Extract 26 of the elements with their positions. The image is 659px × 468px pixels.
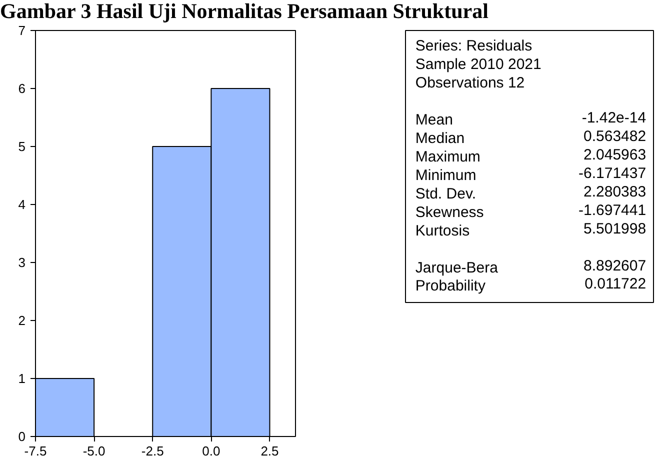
x-tick-label: -7.5 [24, 444, 47, 458]
chart-title: Gambar 3 Hasil Uji Normalitas Persamaan Struktural [0, 0, 488, 23]
text: Probability 0.011722 [415, 276, 646, 295]
text: Minimum -6.171437 [415, 164, 646, 184]
y-tick-label: 7 [18, 23, 26, 38]
text: Mean -1.42e-14 [415, 109, 646, 128]
x-tick-label: 2.5 [260, 444, 279, 458]
text: Maximum 2.045963 [415, 146, 646, 166]
text: Kurtosis 5.501998 [415, 220, 646, 240]
y-tick-label: 0 [18, 429, 26, 444]
y-tick-label: 2 [18, 313, 26, 328]
text: Std. Dev. 2.280383 [415, 183, 646, 202]
x-tick-label: -2.5 [141, 444, 164, 458]
y-tick-label: 3 [18, 255, 26, 270]
text: Series: Residuals [415, 37, 532, 54]
y-tick-label: 6 [18, 81, 26, 96]
text: Observations 12 [415, 74, 525, 92]
y-tick-label: 5 [18, 139, 26, 154]
x-tick-label: 0.0 [202, 444, 220, 458]
text: Skewness -1.697441 [415, 202, 646, 221]
text: Jarque-Bera 8.892607 [415, 257, 646, 276]
text: Median 0.563482 [415, 128, 646, 147]
y-tick-label: 4 [18, 197, 26, 212]
text: Sample 2010 2021 [415, 56, 542, 73]
x-tick-label: -5.0 [82, 444, 106, 458]
y-tick-label: 1 [18, 371, 26, 386]
